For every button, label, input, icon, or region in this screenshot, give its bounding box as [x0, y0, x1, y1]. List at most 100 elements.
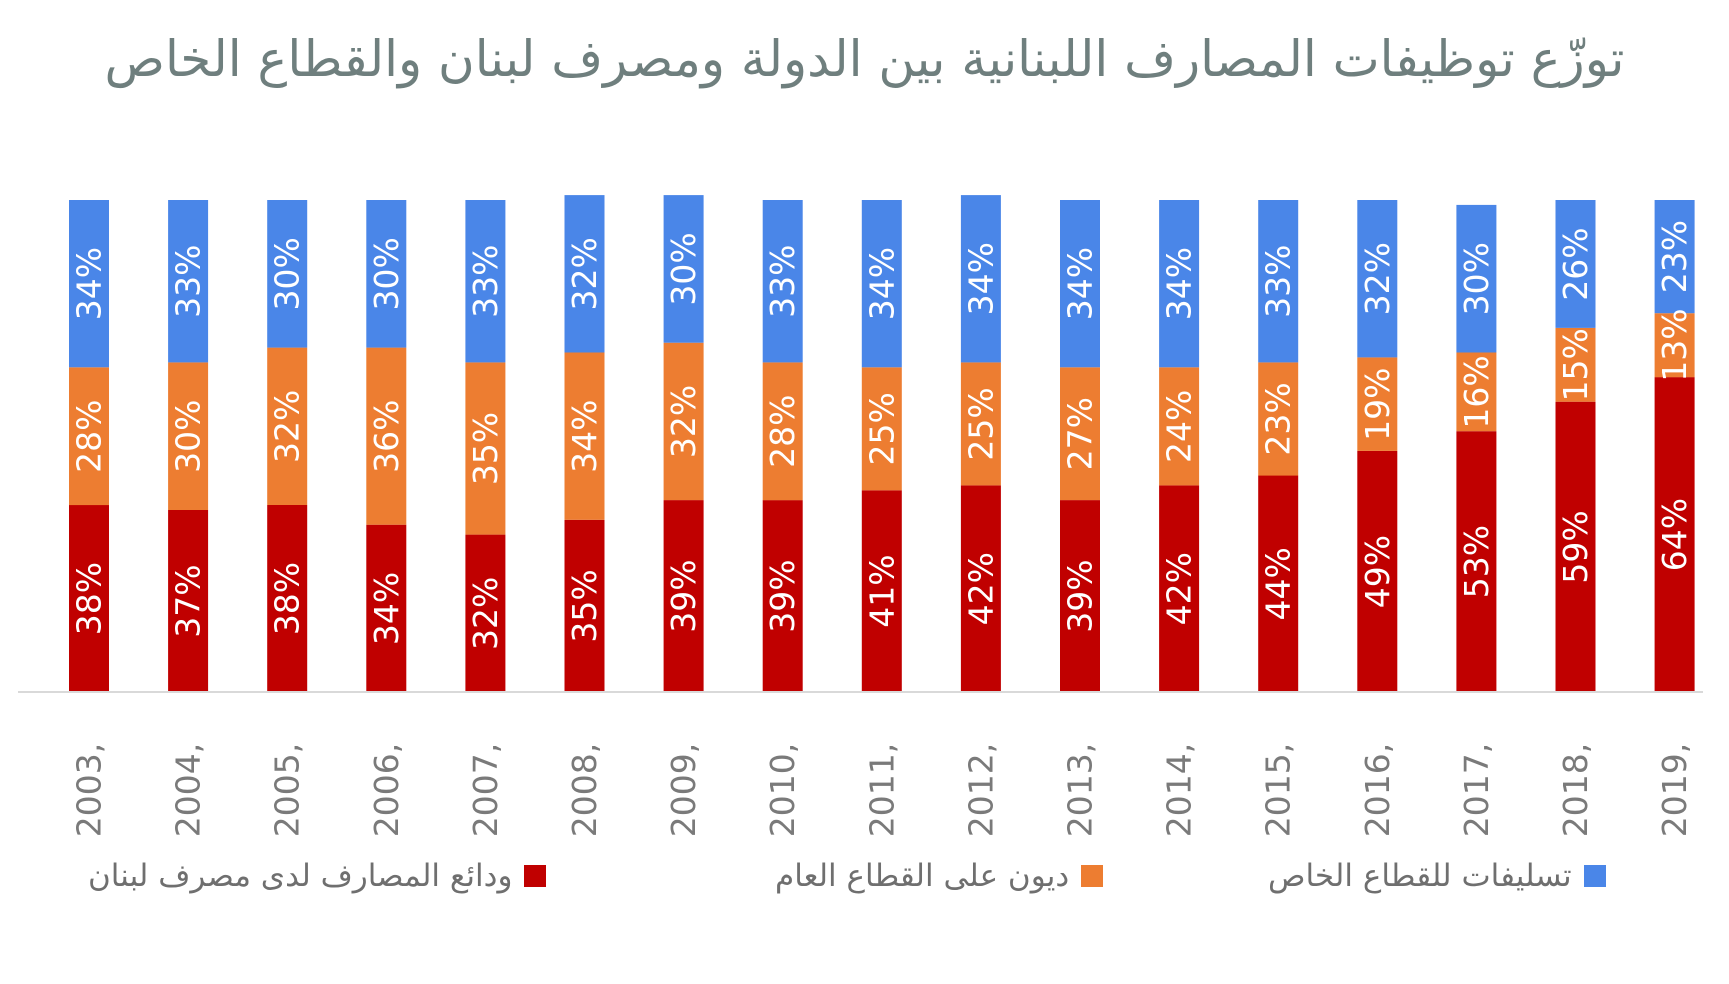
data-label-private-loans-9: 34% [862, 247, 901, 320]
bar-segment-private-loans-14 [1357, 200, 1398, 358]
bar-segment-public-debt-14 [1357, 357, 1398, 451]
legend: ودائع المصارف لدى مصرف لبنان ديون على ال… [0, 858, 1729, 908]
data-label-deposits-5: 32% [466, 577, 505, 650]
data-label-public-debt-6: 34% [565, 400, 604, 473]
data-label-public-debt-13: 23% [1259, 382, 1298, 455]
chart-title: توزّع توظيفات المصارف اللبنانية بين الدو… [104, 30, 1625, 88]
bar-segment-deposits-9 [861, 490, 902, 692]
bar-segment-public-debt-8 [762, 362, 803, 501]
bar-segment-deposits-14 [1357, 450, 1398, 692]
bar-segment-deposits-16 [1555, 401, 1596, 692]
legend-label-private-sector-loans: تسليفات للقطاع الخاص [1268, 858, 1572, 894]
data-label-deposits-8: 39% [763, 559, 802, 632]
data-label-private-loans-12: 34% [1160, 247, 1199, 320]
bar-segment-public-debt-5 [465, 362, 506, 535]
data-label-private-loans-2: 33% [169, 245, 208, 318]
legend-swatch-central-bank-deposits [524, 865, 547, 887]
data-label-deposits-12: 42% [1160, 552, 1199, 625]
bar-segment-deposits-2 [168, 510, 209, 692]
bar-segment-deposits-1 [69, 505, 109, 692]
data-label-private-loans-14: 32% [1358, 242, 1397, 315]
data-label-deposits-2: 37% [169, 564, 208, 637]
x-tick-label-6: 2008, [565, 743, 604, 837]
bar-segment-public-debt-6 [564, 352, 605, 520]
data-label-public-debt-14: 19% [1358, 368, 1397, 441]
bar-segment-deposits-10 [960, 485, 1001, 692]
data-label-deposits-4: 34% [367, 572, 406, 645]
bar-segment-deposits-15 [1456, 431, 1497, 692]
data-label-private-loans-13: 33% [1259, 245, 1298, 318]
data-label-deposits-17: 64% [1655, 498, 1694, 571]
x-tick-label-9: 2011, [862, 743, 901, 837]
data-label-public-debt-1: 28% [70, 400, 109, 473]
data-label-deposits-14: 49% [1358, 535, 1397, 608]
data-label-public-debt-2: 30% [169, 400, 208, 473]
bar-segment-public-debt-1 [69, 367, 109, 506]
x-tick-label-8: 2010, [763, 743, 802, 837]
bar-segment-public-debt-15 [1456, 352, 1497, 432]
x-tick-label-15: 2017, [1457, 743, 1496, 837]
bar-segment-deposits-11 [1060, 500, 1100, 692]
x-tick-label-16: 2018, [1556, 743, 1595, 837]
data-label-public-debt-10: 25% [961, 387, 1000, 460]
bar-segment-deposits-7 [663, 500, 704, 692]
x-tick-label-3: 2005, [268, 743, 307, 837]
data-label-public-debt-8: 28% [763, 395, 802, 468]
data-label-deposits-6: 35% [565, 569, 604, 642]
bar-segment-deposits-5 [465, 534, 506, 692]
data-label-deposits-15: 53% [1457, 525, 1496, 598]
bar-segment-public-debt-9 [861, 367, 902, 491]
data-label-public-debt-9: 25% [862, 392, 901, 465]
bar-segment-deposits-6 [564, 519, 605, 692]
bar-segment-private-loans-6 [564, 195, 605, 353]
bar-segment-private-loans-8 [762, 200, 803, 363]
legend-item-private-sector-loans: تسليفات للقطاع الخاص [1268, 858, 1606, 894]
bar-segment-private-loans-16 [1555, 200, 1596, 328]
data-label-public-debt-16: 15% [1556, 328, 1595, 401]
data-label-public-debt-4: 36% [367, 400, 406, 473]
bar-segment-private-loans-7 [663, 195, 704, 343]
x-tick-label-5: 2007, [466, 743, 505, 837]
bar-segment-deposits-3 [267, 505, 308, 692]
data-label-private-loans-11: 34% [1061, 247, 1100, 320]
legend-swatch-private-sector-loans [1583, 865, 1606, 887]
data-label-private-loans-1: 34% [70, 247, 109, 320]
data-label-public-debt-15: 16% [1457, 355, 1496, 428]
bar-segment-public-debt-13 [1258, 362, 1299, 476]
data-label-private-loans-16: 26% [1556, 227, 1595, 300]
x-tick-label-4: 2006, [367, 743, 406, 837]
x-tick-label-7: 2009, [664, 743, 703, 837]
x-tick-label-11: 2013, [1061, 743, 1100, 837]
bar-segment-private-loans-2 [168, 200, 209, 363]
bar-segment-public-debt-12 [1159, 367, 1200, 486]
bar-segment-public-debt-7 [663, 342, 704, 501]
bar-segment-private-loans-13 [1258, 200, 1299, 363]
data-label-public-debt-7: 32% [664, 385, 703, 458]
data-label-deposits-3: 38% [268, 562, 307, 635]
data-label-private-loans-7: 30% [664, 232, 703, 305]
bar-segment-private-loans-9 [861, 200, 902, 368]
data-label-public-debt-3: 32% [268, 390, 307, 463]
bar-segment-private-loans-17 [1654, 200, 1695, 314]
legend-swatch-public-sector-debt [1081, 865, 1104, 887]
bar-segment-public-debt-4 [366, 347, 407, 525]
bar-segment-public-debt-16 [1555, 327, 1596, 402]
bar-segment-private-loans-1 [69, 200, 109, 368]
bar-segment-deposits-13 [1258, 475, 1299, 692]
x-tick-label-2: 2004, [169, 743, 208, 837]
bar-segment-private-loans-15 [1456, 204, 1497, 353]
bar-segment-public-debt-2 [168, 362, 209, 510]
data-label-deposits-16: 59% [1556, 510, 1595, 583]
data-label-private-loans-8: 33% [763, 245, 802, 318]
x-tick-label-10: 2012, [961, 743, 1000, 837]
data-label-private-loans-5: 33% [466, 245, 505, 318]
x-tick-label-1: 2003, [70, 743, 109, 837]
bar-segment-deposits-17 [1654, 377, 1695, 692]
bars-layer [69, 195, 1695, 692]
x-tick-label-12: 2014, [1160, 743, 1199, 837]
data-label-deposits-11: 39% [1061, 559, 1100, 632]
x-tick-label-17: 2019, [1655, 743, 1694, 837]
data-label-private-loans-10: 34% [961, 242, 1000, 315]
bar-segment-private-loans-5 [465, 200, 506, 363]
